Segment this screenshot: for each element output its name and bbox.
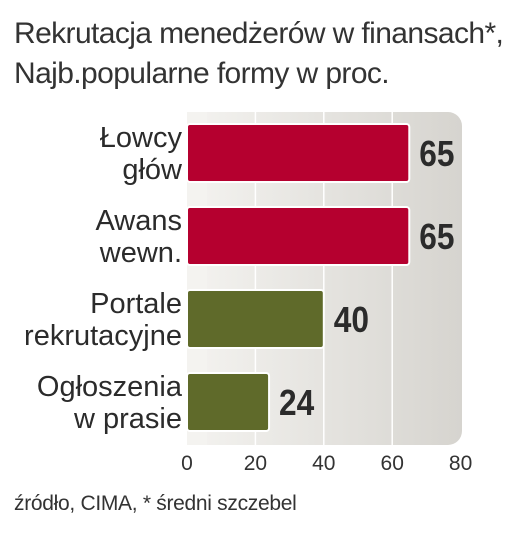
category-label: rekrutacyjne xyxy=(24,320,182,352)
category-label: Ogłoszenia xyxy=(37,371,183,403)
category-label: Awans xyxy=(95,205,182,237)
x-tick-label: 20 xyxy=(244,452,267,475)
x-tick-label: 40 xyxy=(312,452,335,475)
value-label: 65 xyxy=(419,217,454,257)
source-note: źródło, CIMA, * średni szczebel xyxy=(14,492,297,515)
bar xyxy=(186,372,271,432)
chart-title-block: Rekrutacja menedżerów w finansach*, Najb… xyxy=(14,14,519,94)
bar xyxy=(186,289,325,349)
x-tick-label: 60 xyxy=(381,452,404,475)
chart-title: Rekrutacja menedżerów w finansach*, xyxy=(14,17,504,50)
bar xyxy=(186,206,411,266)
bar xyxy=(186,123,411,183)
value-label: 40 xyxy=(334,300,369,340)
plot-background-left-edge xyxy=(187,112,207,445)
category-label: wewn. xyxy=(99,237,182,269)
category-label: głów xyxy=(122,154,183,186)
x-tick-label: 80 xyxy=(449,452,472,475)
category-label: Portale xyxy=(90,288,182,320)
category-label: Łowcy xyxy=(100,122,183,154)
value-label: 24 xyxy=(279,383,314,423)
x-tick-label: 0 xyxy=(181,452,193,475)
value-label: 65 xyxy=(419,134,454,174)
chart-subtitle: Najb.popularne formy w proc. xyxy=(14,57,390,90)
category-label: w prasie xyxy=(73,403,182,435)
